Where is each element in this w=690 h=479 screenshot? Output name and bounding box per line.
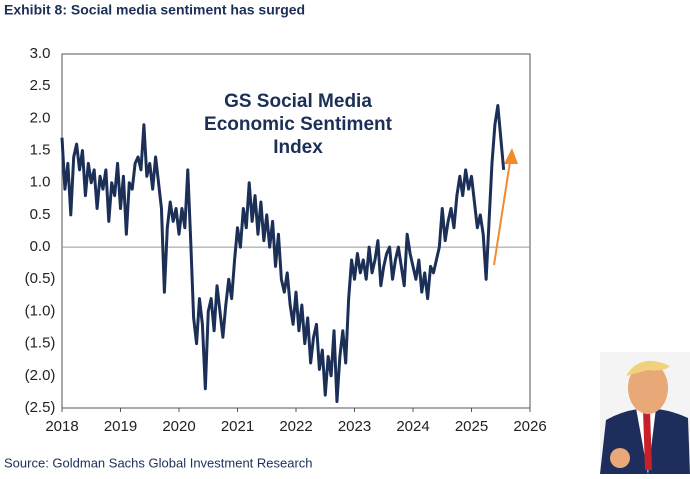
- y-tick-label: 2.5: [30, 77, 51, 94]
- y-tick-label: 1.0: [30, 174, 51, 191]
- photo: [600, 352, 690, 474]
- annotation: Economic Sentiment: [204, 114, 393, 135]
- x-tick-label: 2019: [104, 418, 137, 435]
- x-tick-label: 2023: [338, 418, 371, 435]
- arrow-head: [504, 148, 518, 164]
- source-note: Source: Goldman Sachs Global Investment …: [4, 455, 313, 470]
- y-tick-label: (1.5): [25, 335, 56, 352]
- annotation: Index: [273, 137, 323, 158]
- y-tick-label: 0.0: [30, 238, 51, 255]
- x-tick-label: 2020: [162, 418, 195, 435]
- y-tick-label: 2.0: [30, 109, 51, 126]
- y-tick-label: (0.5): [25, 270, 56, 287]
- x-tick-label: 2018: [45, 418, 78, 435]
- x-tick-label: 2021: [221, 418, 254, 435]
- x-tick-label: 2022: [279, 418, 312, 435]
- y-tick-label: (2.5): [25, 399, 56, 416]
- x-tick-label: 2026: [513, 418, 546, 435]
- y-tick-label: (2.0): [25, 367, 56, 384]
- x-tick-label: 2025: [455, 418, 488, 435]
- y-tick-label: (1.0): [25, 302, 56, 319]
- y-tick-label: 0.5: [30, 206, 51, 223]
- arrow-shaft: [493, 161, 511, 266]
- sentiment-line: [60, 103, 506, 404]
- y-tick-label: 3.0: [30, 45, 51, 62]
- x-tick-label: 2024: [396, 418, 429, 435]
- y-tick-label: 1.5: [30, 142, 51, 159]
- annotation: GS Social Media: [224, 91, 372, 112]
- chart-title: Exhibit 8: Social media sentiment has su…: [4, 2, 305, 18]
